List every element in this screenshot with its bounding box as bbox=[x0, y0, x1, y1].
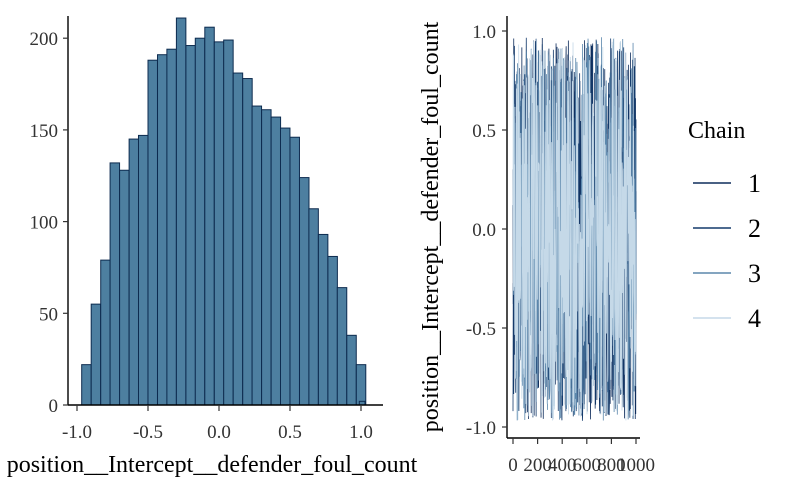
legend-label-chain-3: 3 bbox=[748, 259, 761, 288]
histogram-bar bbox=[299, 177, 310, 406]
y-tick-label: 0.0 bbox=[472, 220, 496, 241]
legend: Chain 1 2 3 4 bbox=[688, 118, 761, 333]
histogram-bar bbox=[166, 48, 177, 406]
histogram-bar bbox=[346, 334, 357, 406]
legend-items: 1 2 3 4 bbox=[693, 169, 761, 333]
y-tick-label: -0.5 bbox=[466, 319, 496, 340]
histogram-bar bbox=[336, 287, 348, 406]
histogram-bar bbox=[147, 59, 158, 406]
x-tick-label: -1.0 bbox=[62, 422, 92, 443]
histogram-bar bbox=[289, 136, 300, 406]
histogram-bar bbox=[251, 105, 263, 406]
trace-lines bbox=[512, 37, 637, 421]
y-tick-label: 100 bbox=[30, 213, 59, 234]
histogram-bar bbox=[137, 134, 149, 406]
histogram-bar bbox=[279, 127, 291, 406]
y-tick-label: 0.5 bbox=[472, 121, 496, 142]
histogram-y-ticks: 0 50 100 150 200 bbox=[30, 29, 68, 417]
histogram-bars bbox=[81, 17, 367, 406]
histogram-x-axis-title: position__Intercept__defender_foul_count bbox=[7, 452, 418, 478]
histogram-bar bbox=[81, 364, 92, 406]
histogram-bar bbox=[270, 116, 282, 406]
histogram-bar bbox=[308, 208, 319, 406]
x-tick-label: 600 bbox=[573, 455, 602, 476]
x-tick-label: 0.5 bbox=[278, 422, 302, 443]
x-tick-label: 1.0 bbox=[349, 422, 373, 443]
histogram-bar bbox=[175, 17, 187, 406]
histogram-bar bbox=[261, 109, 272, 406]
histogram-bar bbox=[185, 45, 196, 406]
histogram-bar bbox=[317, 233, 329, 406]
x-tick-label: 0 bbox=[508, 455, 518, 476]
x-tick-label: 800 bbox=[597, 455, 626, 476]
x-tick-label: 400 bbox=[548, 455, 577, 476]
histogram-x-ticks: -1.0 -0.5 0.0 0.5 1.0 bbox=[62, 405, 373, 443]
y-tick-label: 50 bbox=[39, 304, 58, 325]
legend-title: Chain bbox=[688, 118, 745, 144]
trace-y-axis-title: position__Intercept__defender_foul_count bbox=[418, 21, 444, 432]
histogram-bar bbox=[119, 169, 130, 406]
y-tick-label: -1.0 bbox=[466, 418, 496, 439]
y-tick-label: 150 bbox=[30, 121, 59, 142]
histogram-bar bbox=[232, 72, 244, 406]
histogram-bar bbox=[128, 138, 140, 406]
x-tick-label: -0.5 bbox=[133, 422, 163, 443]
legend-label-chain-1: 1 bbox=[748, 169, 761, 198]
histogram-bar bbox=[157, 54, 168, 406]
x-tick-label: 1000 bbox=[617, 455, 655, 476]
x-tick-label: 0.0 bbox=[207, 422, 231, 443]
histogram-bar bbox=[90, 303, 102, 406]
histogram-bar bbox=[194, 37, 206, 406]
histogram-bar bbox=[242, 78, 253, 406]
y-tick-label: 1.0 bbox=[472, 22, 496, 43]
histogram-bar bbox=[100, 259, 111, 406]
legend-label-chain-2: 2 bbox=[748, 214, 761, 243]
histogram-bar bbox=[327, 255, 338, 406]
trace-line-chain-4 bbox=[512, 38, 637, 421]
histogram-bar bbox=[355, 364, 367, 406]
histogram-bar bbox=[223, 39, 234, 406]
legend-label-chain-4: 4 bbox=[748, 304, 761, 333]
y-tick-label: 0 bbox=[49, 396, 59, 417]
histogram-bar bbox=[109, 162, 121, 406]
y-tick-label: 200 bbox=[30, 29, 59, 50]
histogram-bar bbox=[213, 41, 225, 406]
histogram-bar bbox=[204, 26, 215, 406]
histogram-panel: 0 50 100 150 200 -1.0 -0.5 0.0 0.5 1.0 position_… bbox=[7, 16, 418, 478]
x-tick-label: 200 bbox=[523, 455, 552, 476]
trace-y-ticks: -1.0 -0.5 0.0 0.5 1.0 bbox=[466, 22, 507, 439]
